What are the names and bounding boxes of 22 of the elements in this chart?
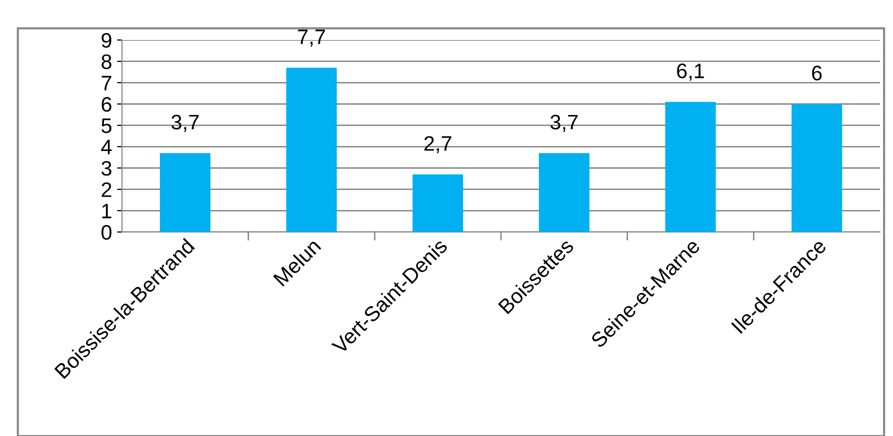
y-tick-label: 7 <box>102 76 112 90</box>
data-label: 6 <box>812 66 822 80</box>
data-label: 3,7 <box>550 114 578 132</box>
y-tick-label: 2 <box>102 182 112 197</box>
y-tick-label: 9 <box>102 33 112 48</box>
y-tick-label: 5 <box>102 118 112 134</box>
data-label: 7,7 <box>298 30 325 47</box>
bar <box>665 102 716 232</box>
y-tick-label: 3 <box>101 161 112 176</box>
data-label: 2,7 <box>424 136 452 154</box>
data-label: 3,7 <box>171 114 199 132</box>
bar <box>538 153 590 232</box>
data-label: 6,1 <box>677 64 704 81</box>
bar <box>792 104 842 232</box>
y-tick-label: 1 <box>102 204 112 218</box>
y-tick-label: 6 <box>102 97 112 112</box>
bar <box>160 153 210 232</box>
y-tick-label: 8 <box>102 54 112 70</box>
y-tick-label: 0 <box>102 225 112 240</box>
bar <box>412 174 464 232</box>
y-tick-label: 4 <box>101 140 112 154</box>
bar <box>286 68 337 232</box>
